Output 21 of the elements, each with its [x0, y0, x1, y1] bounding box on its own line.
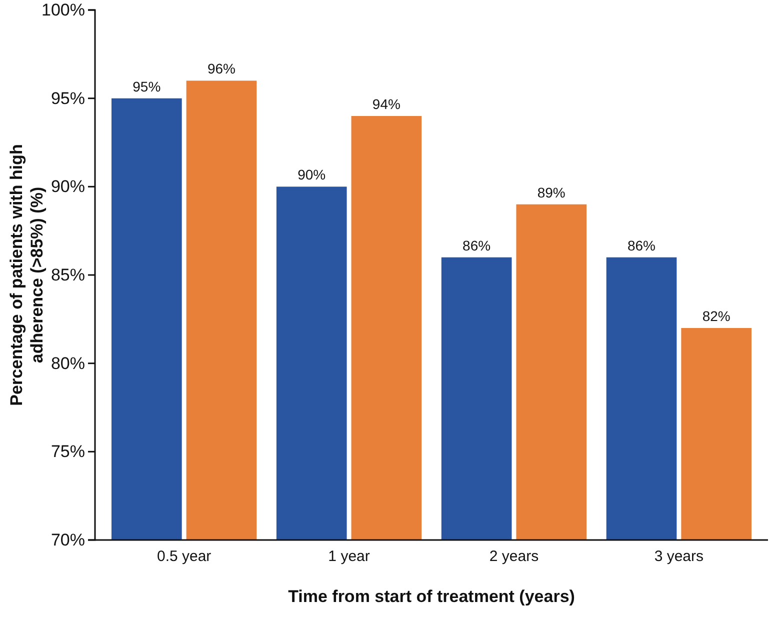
y-tick-label: 85% — [50, 265, 85, 284]
y-tick-label: 90% — [50, 177, 85, 196]
data-label: 96% — [207, 60, 236, 77]
y-tick-label: 80% — [50, 354, 85, 373]
data-label: 86% — [628, 237, 656, 254]
y-axis-title: Percentage of patients with high adherence (>85%) (%) — [7, 144, 46, 406]
x-tick-label: 2 years — [489, 548, 539, 565]
data-label: 90% — [298, 166, 326, 183]
y-tick-label: 75% — [50, 442, 85, 462]
data-label: 82% — [702, 308, 730, 324]
data-label: 94% — [372, 96, 400, 112]
y-tick-label: 70% — [50, 530, 85, 550]
x-tick-label: 3 years — [654, 548, 704, 565]
data-label: 89% — [537, 184, 566, 200]
y-tick-label: 95% — [50, 88, 85, 108]
x-tick-label: 0.5 year — [156, 548, 212, 565]
x-tick-label: 1 year — [328, 548, 370, 565]
y-tick-label: 100% — [42, 0, 85, 20]
data-label: 86% — [462, 237, 491, 254]
x-axis-title: Time from start of treatment (years) — [288, 587, 575, 606]
data-label: 95% — [132, 78, 161, 94]
